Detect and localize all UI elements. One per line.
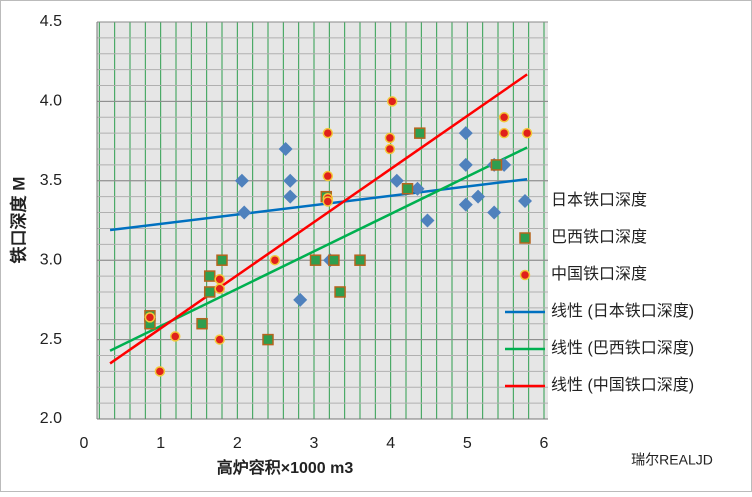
data-point (214, 274, 225, 285)
y-tick-label: 2.5 (40, 331, 62, 348)
data-point (234, 173, 249, 188)
data-point (322, 170, 334, 182)
data-point (389, 173, 404, 188)
legend-label: 线性 (日本铁口深度) (551, 302, 694, 320)
data-point (196, 317, 208, 330)
data-point (487, 205, 502, 220)
data-point (498, 112, 510, 123)
data-point (309, 254, 322, 266)
data-point (414, 127, 426, 139)
trendline (109, 73, 528, 365)
data-point (458, 126, 473, 141)
y-tick-label: 2.0 (40, 410, 62, 427)
legend-label: 线性 (中国铁口深度) (551, 376, 694, 394)
x-tick-label: 6 (540, 435, 549, 452)
data-point (322, 127, 334, 139)
y-tick-label: 4.0 (40, 93, 62, 110)
trendline (109, 146, 528, 352)
data-point (401, 182, 414, 195)
data-point (154, 366, 166, 377)
legend-label: 中国铁口深度 (551, 265, 647, 283)
y-axis-label: 铁口深度 M (8, 177, 28, 264)
legend-label: 巴西铁口深度 (551, 228, 647, 246)
watermark: 瑞尔REALJD (631, 452, 713, 468)
legend-marker (519, 269, 531, 281)
y-tick-label: 3.5 (40, 172, 62, 189)
data-point (354, 254, 366, 266)
legend-marker (519, 232, 531, 244)
x-tick-label: 1 (156, 435, 165, 452)
legend-label: 线性 (巴西铁口深度) (551, 339, 694, 357)
data-point (216, 254, 228, 266)
data-point (283, 189, 298, 204)
x-tick-label: 2 (233, 435, 242, 452)
data-point (237, 205, 252, 220)
data-point (498, 127, 510, 139)
data-point (384, 143, 396, 155)
x-tick-label: 4 (386, 435, 395, 452)
legend-marker (518, 194, 532, 208)
data-point (144, 312, 156, 323)
y-tick-label: 3.0 (40, 251, 62, 268)
data-point (203, 286, 216, 298)
data-point (283, 173, 298, 188)
data-point (278, 142, 293, 157)
x-tick-label: 3 (310, 435, 319, 452)
data-point (384, 132, 396, 144)
x-axis-label: 高炉容积×1000 m3 (217, 458, 354, 477)
data-point (328, 254, 340, 266)
data-point (420, 213, 435, 228)
plot-area (97, 22, 548, 419)
data-point (334, 286, 346, 298)
data-point (269, 254, 281, 266)
data-point (410, 181, 425, 196)
data-point (293, 292, 308, 307)
y-tick-label: 4.5 (40, 13, 62, 30)
data-point (471, 189, 486, 204)
data-point (490, 159, 503, 171)
data-point (203, 270, 216, 282)
x-tick-label: 0 (80, 435, 89, 452)
trendline (109, 177, 528, 232)
data-point (458, 197, 473, 212)
data-point (458, 157, 473, 172)
data-point (214, 334, 225, 345)
data-point (262, 333, 274, 346)
data-point (169, 331, 181, 342)
data-point (322, 196, 334, 207)
data-point (214, 283, 225, 295)
legend-label: 日本铁口深度 (551, 191, 647, 209)
data-point (521, 127, 533, 139)
x-tick-label: 5 (463, 435, 472, 452)
data-point (386, 96, 398, 107)
